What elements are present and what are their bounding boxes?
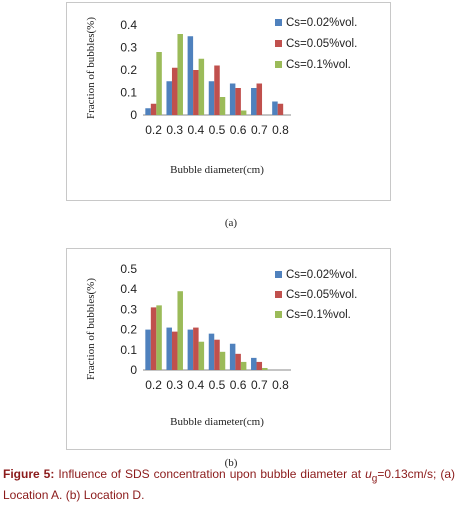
bar-a-s1-c4 [235,88,241,115]
x-tick-label: 0.2 [145,123,162,137]
bar-a-s1-c3 [214,65,220,115]
x-tick-label: 0.5 [209,378,226,392]
panel-b-label: (b) [224,457,238,469]
bar-a-s0-c2 [187,36,194,115]
bar-a-s2-c2 [198,58,205,115]
y-axis-title: Fraction of bubbles(%) [85,278,97,380]
caption-symbol: u [365,467,372,481]
bar-b-s2-c5 [262,367,268,370]
y-tick-label: 0.4 [120,18,137,32]
bar-b-s2-c3 [219,351,226,370]
bar-a-s2-c0 [156,52,162,115]
legend-swatch [275,19,282,26]
chart-panel-b: 0 0.1 0.2 0.3 0.4 0.5 0.2 0.3 0.4 0.5 0.6 0.7 0.8 Bub… [66,248,391,450]
chart-panel-a: 0 0.1 0.2 0.3 0.4 0.2 0.3 0.4 0.5 0.6 0.7 0.8 Bubble… [66,2,391,201]
x-tick-label: 0.7 [251,378,268,392]
y-tick-label: 0.2 [120,323,137,337]
x-axis-title: Bubble diameter(cm) [170,164,264,176]
legend-label: Cs=0.1%vol. [286,309,351,321]
bar-a-s0-c0 [145,108,151,115]
bar-b-s0-c5 [251,357,257,370]
y-tick-label: 0.3 [120,41,137,55]
legend-label: Cs=0.02%vol. [286,269,357,281]
bar-b-s2-c1 [177,291,183,370]
bar-b-s2-c0 [156,305,162,370]
chart-a-svg: 0 0.1 0.2 0.3 0.4 0.2 0.3 0.4 0.5 0.6 0.7 0.8 Bubble… [85,17,357,176]
x-tick-label: 0.4 [188,378,205,392]
legend-swatch [275,291,282,298]
bar-b-s0-c0 [145,329,151,370]
bar-b-s0-c2 [187,329,194,370]
bar-b-s1-c1 [171,331,178,370]
bar-a-s0-c6 [272,101,278,115]
y-tick-label: 0 [130,108,137,122]
legend-label: Cs=0.05%vol. [286,38,357,50]
bar-a-s0-c4 [229,83,236,115]
bar-b-s1-c4 [235,353,241,370]
bar-b-s1-c2 [193,327,199,370]
bar-a-s1-c1 [171,67,178,115]
x-tick-label: 0.6 [230,123,247,137]
legend-swatch [275,40,282,47]
caption-figure-label: Figure 5: [3,467,55,481]
caption-subscript: g [371,473,378,485]
bar-b-s0-c1 [166,327,172,370]
x-tick-label: 0.3 [166,378,183,392]
caption-text-1: Influence of SDS concentration upon bubb… [54,467,366,481]
y-tick-label: 0.2 [120,63,137,77]
legend-label: Cs=0.1%vol. [286,59,351,71]
panel-a-label: (a) [224,217,238,229]
bar-a-s2-c3 [219,97,226,115]
y-tick-label: 0.4 [120,282,137,296]
bar-a-s1-c2 [193,70,199,115]
figure-caption: Figure 5: Influence of SDS concentration… [3,466,455,503]
caption-text-2: =0.13cm/s; (a) Location A. (b) Location … [3,467,455,503]
x-tick-label: 0.8 [272,123,289,137]
bar-a-s2-c1 [177,34,183,115]
bar-a-s1-c5 [256,83,263,115]
x-tick-label: 0.8 [272,378,289,392]
x-tick-label: 0.5 [209,123,226,137]
legend-swatch [275,271,282,278]
x-tick-label: 0.2 [145,378,162,392]
bar-b-s1-c3 [214,339,220,370]
x-axis-title: Bubble diameter(cm) [170,416,264,428]
bar-b-s0-c4 [229,343,236,370]
chart-b-svg: 0 0.1 0.2 0.3 0.4 0.5 0.2 0.3 0.4 0.5 0.6 0.7 0.8 Bub… [85,262,357,428]
bar-b-s1-c0 [150,307,157,370]
bar-a-s0-c3 [208,81,215,115]
legend-swatch [275,61,282,68]
y-axis-title: Fraction of bubbles(%) [85,17,97,119]
bar-b-s1-c5 [256,361,263,370]
y-tick-label: 0.1 [120,86,137,100]
legend-swatch [275,311,282,318]
bar-a-s2-c4 [240,110,247,115]
y-tick-label: 0.1 [120,343,137,357]
x-tick-label: 0.4 [188,123,205,137]
x-tick-label: 0.6 [230,378,247,392]
bar-b-s2-c4 [240,361,247,370]
legend-label: Cs=0.02%vol. [286,17,357,29]
bar-a-s1-c0 [150,103,157,115]
x-tick-label: 0.7 [251,123,268,137]
bar-b-s2-c2 [198,341,205,370]
bar-b-s0-c3 [208,333,215,370]
bar-a-s0-c5 [251,88,257,115]
y-tick-label: 0.3 [120,302,137,316]
y-tick-label: 0 [130,363,137,377]
bar-a-s0-c1 [166,81,172,115]
legend-label: Cs=0.05%vol. [286,289,357,301]
x-tick-label: 0.3 [166,123,183,137]
bar-a-s1-c6 [277,103,284,115]
y-tick-label: 0.5 [120,262,137,276]
